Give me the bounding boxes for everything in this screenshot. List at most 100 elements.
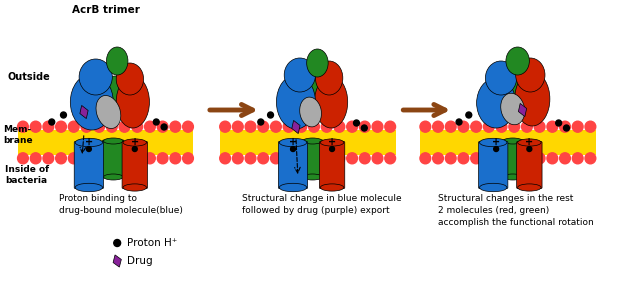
- Circle shape: [359, 153, 370, 164]
- Circle shape: [158, 121, 168, 132]
- Ellipse shape: [320, 184, 344, 191]
- Text: +: +: [492, 137, 500, 147]
- Circle shape: [296, 153, 307, 164]
- Circle shape: [119, 153, 130, 164]
- Circle shape: [559, 121, 570, 132]
- Circle shape: [258, 119, 264, 125]
- Circle shape: [49, 119, 55, 125]
- Bar: [220, 130, 396, 155]
- Bar: [18, 130, 193, 155]
- Circle shape: [496, 121, 507, 132]
- Circle shape: [559, 153, 570, 164]
- Circle shape: [30, 153, 41, 164]
- Circle shape: [433, 153, 444, 164]
- Circle shape: [572, 153, 583, 164]
- Circle shape: [94, 121, 105, 132]
- Circle shape: [270, 121, 281, 132]
- Circle shape: [522, 153, 532, 164]
- Ellipse shape: [314, 76, 348, 128]
- Ellipse shape: [116, 76, 149, 128]
- Circle shape: [170, 121, 181, 132]
- Circle shape: [232, 153, 243, 164]
- Circle shape: [258, 121, 268, 132]
- Circle shape: [158, 153, 168, 164]
- Circle shape: [114, 239, 120, 247]
- Text: Mem-
brane: Mem- brane: [3, 125, 33, 145]
- Ellipse shape: [79, 59, 112, 95]
- Circle shape: [270, 153, 281, 164]
- Circle shape: [556, 120, 561, 126]
- Circle shape: [245, 153, 256, 164]
- Circle shape: [144, 121, 155, 132]
- Text: Inside of
bacteria: Inside of bacteria: [5, 165, 49, 185]
- Ellipse shape: [116, 63, 144, 95]
- Ellipse shape: [303, 138, 323, 144]
- Circle shape: [183, 121, 193, 132]
- Circle shape: [585, 121, 596, 132]
- Circle shape: [547, 121, 558, 132]
- Circle shape: [466, 112, 472, 118]
- Circle shape: [69, 121, 79, 132]
- Circle shape: [385, 121, 396, 132]
- Circle shape: [309, 153, 319, 164]
- Ellipse shape: [103, 138, 123, 144]
- Ellipse shape: [316, 61, 343, 95]
- Circle shape: [353, 120, 359, 126]
- Ellipse shape: [485, 61, 517, 95]
- Bar: [420, 130, 596, 155]
- Circle shape: [547, 153, 558, 164]
- Text: +: +: [525, 137, 534, 147]
- Circle shape: [106, 153, 117, 164]
- Ellipse shape: [279, 138, 307, 147]
- Circle shape: [321, 121, 332, 132]
- Ellipse shape: [284, 58, 316, 92]
- Circle shape: [334, 121, 345, 132]
- Ellipse shape: [518, 184, 541, 191]
- Circle shape: [69, 153, 79, 164]
- Circle shape: [445, 121, 456, 132]
- Circle shape: [86, 146, 91, 152]
- Circle shape: [81, 153, 92, 164]
- Circle shape: [43, 153, 54, 164]
- Text: +: +: [289, 137, 297, 147]
- Ellipse shape: [479, 183, 507, 192]
- Ellipse shape: [503, 174, 522, 180]
- Circle shape: [94, 153, 105, 164]
- Circle shape: [132, 121, 142, 132]
- Circle shape: [522, 121, 532, 132]
- Circle shape: [161, 124, 167, 130]
- Circle shape: [527, 146, 532, 152]
- Circle shape: [420, 153, 431, 164]
- Circle shape: [346, 121, 357, 132]
- Circle shape: [284, 121, 294, 132]
- Circle shape: [220, 153, 231, 164]
- Ellipse shape: [123, 184, 147, 191]
- Ellipse shape: [501, 93, 525, 125]
- Circle shape: [483, 121, 494, 132]
- Ellipse shape: [123, 139, 147, 146]
- Circle shape: [458, 121, 469, 132]
- Circle shape: [43, 121, 54, 132]
- Ellipse shape: [303, 174, 323, 180]
- Circle shape: [471, 121, 481, 132]
- Ellipse shape: [103, 76, 128, 120]
- Ellipse shape: [320, 139, 344, 146]
- Circle shape: [572, 121, 583, 132]
- Circle shape: [245, 121, 256, 132]
- Ellipse shape: [515, 72, 550, 126]
- Ellipse shape: [96, 95, 121, 129]
- FancyBboxPatch shape: [74, 141, 103, 188]
- Polygon shape: [113, 255, 122, 267]
- Circle shape: [372, 121, 383, 132]
- Circle shape: [334, 153, 345, 164]
- Text: +: +: [328, 137, 336, 147]
- Polygon shape: [80, 105, 88, 119]
- Circle shape: [296, 121, 307, 132]
- Circle shape: [483, 153, 494, 164]
- Circle shape: [534, 121, 545, 132]
- Text: Proton H⁺: Proton H⁺: [127, 238, 177, 248]
- Circle shape: [420, 121, 431, 132]
- Ellipse shape: [307, 49, 328, 77]
- FancyBboxPatch shape: [302, 140, 323, 178]
- Circle shape: [471, 153, 481, 164]
